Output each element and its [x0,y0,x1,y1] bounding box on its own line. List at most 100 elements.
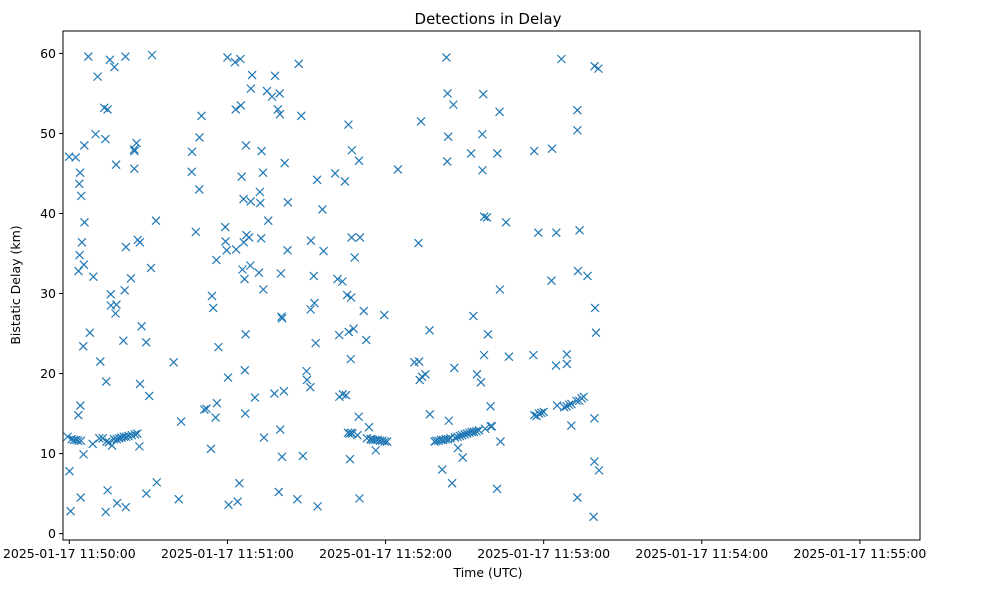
data-point-marker [344,327,354,337]
data-point-marker [469,427,479,437]
data-point-marker [347,233,356,242]
data-point-marker [579,392,589,402]
data-point-marker [134,441,144,451]
data-point-marker [305,382,315,392]
y-tick-label: 0 [48,526,56,541]
data-point-marker [590,457,599,466]
data-point-marker [496,437,505,446]
data-point-marker [572,105,582,115]
data-point-marker [420,369,430,379]
data-point-marker [562,359,572,369]
data-point-marker [312,175,322,185]
data-point-marker [504,352,514,362]
data-point-marker [534,409,544,418]
data-point-marker [591,328,601,338]
data-point-marker [121,52,130,62]
data-point-marker [220,222,230,232]
data-point-marker [214,342,223,352]
data-point-marker [460,429,470,439]
data-point-marker [536,408,546,418]
data-point-marker [539,407,549,417]
data-point-marker [479,350,489,360]
data-point-marker [75,168,85,178]
data-point-marker [466,149,476,158]
data-point-marker [111,160,121,170]
data-point-marker [94,433,104,443]
data-point-marker [191,227,201,237]
data-point-marker [556,54,566,64]
data-point-marker [298,451,308,461]
data-point-marker [231,105,241,114]
data-point-marker [277,313,287,323]
data-point-marker [333,274,342,284]
data-point-marker [103,105,113,114]
data-point-marker [240,365,250,375]
data-point-marker [341,390,351,400]
data-point-marker [244,233,254,242]
data-point-marker [121,432,131,442]
data-point-marker [529,410,539,420]
y-tick-label: 60 [40,46,56,61]
data-point-marker [78,341,88,351]
data-point-marker [296,111,306,121]
data-point-marker [112,434,122,444]
data-point-marker [211,413,221,422]
data-point-marker [443,434,453,444]
data-point-marker [551,361,561,370]
data-point-marker [337,277,347,286]
data-point-marker [206,444,216,454]
data-point-marker [416,117,426,126]
data-point-marker [311,338,321,348]
data-point-marker [425,409,435,419]
chart-title: Detections in Delay [415,10,562,28]
data-point-marker [472,426,481,436]
data-point-marker [231,245,241,254]
y-tick-label: 20 [40,366,56,381]
data-point-marker [425,325,434,335]
data-point-marker [80,217,89,227]
data-point-marker [111,309,120,318]
data-point-marker [169,357,179,367]
data-point-marker [350,253,360,262]
data-point-marker [479,212,489,222]
data-point-marker [347,145,357,155]
data-point-marker [279,386,289,396]
data-point-marker [212,398,222,408]
data-point-marker [483,329,493,339]
data-point-marker [443,132,453,142]
data-point-marker [302,366,311,376]
data-point-marker [79,141,89,150]
x-axis: 2025-01-17 11:50:00 2025-01-17 11:51:00 20… [3,540,926,561]
data-point-marker [130,146,139,156]
data-point-marker [572,125,582,135]
data-point-marker [211,255,221,265]
data-point-marker [379,310,389,320]
data-point-marker [270,71,280,81]
data-point-marker [444,416,454,426]
data-point-marker [447,478,457,488]
data-point-marker [462,429,472,438]
data-point-marker [257,146,267,156]
data-point-marker [551,228,561,238]
data-point-marker [247,70,257,80]
data-point-marker [306,305,316,314]
data-point-marker [273,105,283,114]
data-point-marker [101,377,111,386]
data-point-marker [590,61,600,71]
data-point-marker [476,377,486,387]
data-point-marker [250,393,260,402]
data-point-marker [146,263,156,273]
data-point-marker [130,429,140,439]
data-point-marker [276,269,286,278]
data-point-marker [478,165,487,175]
data-point-marker [275,89,285,98]
data-point-marker [573,266,583,276]
data-point-marker [302,375,312,385]
data-point-marker [236,101,246,110]
data-point-marker [102,437,111,446]
data-point-marker [187,167,197,177]
data-point-marker [77,237,87,247]
data-point-marker [126,273,136,283]
